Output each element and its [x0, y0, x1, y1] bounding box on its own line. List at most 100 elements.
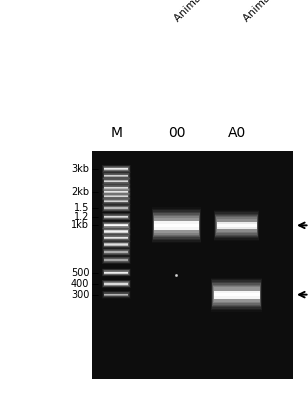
Bar [104, 250, 129, 254]
Bar [103, 166, 130, 172]
Bar [103, 270, 130, 276]
Bar [103, 198, 130, 205]
Bar [103, 281, 130, 287]
Bar [102, 172, 131, 179]
Bar [104, 168, 128, 170]
Bar [104, 179, 129, 184]
Bar [103, 205, 130, 211]
Bar [103, 235, 130, 241]
Bar [104, 281, 129, 287]
Bar [104, 270, 129, 275]
Bar [104, 179, 129, 184]
Bar [103, 193, 130, 199]
Bar [104, 181, 128, 182]
Bar [102, 197, 131, 205]
Bar [104, 224, 128, 226]
Bar [102, 280, 131, 288]
Bar [104, 293, 128, 295]
Bar [214, 211, 259, 240]
Bar [103, 193, 130, 199]
Bar [103, 241, 130, 248]
Bar [103, 229, 130, 234]
Bar [104, 215, 128, 219]
Bar [104, 173, 129, 178]
Bar [103, 204, 130, 212]
Bar [103, 193, 130, 200]
Bar [102, 177, 131, 185]
Bar [104, 189, 129, 194]
Text: Animal 2 (A): Animal 2 (A) [242, 0, 294, 23]
Bar [104, 293, 129, 297]
Bar [102, 268, 131, 277]
Bar [103, 178, 130, 185]
Bar [104, 235, 129, 240]
Text: 500: 500 [71, 267, 89, 278]
Bar [103, 249, 130, 255]
Bar [213, 287, 260, 302]
Bar [212, 282, 261, 307]
Bar [103, 256, 130, 264]
Bar [104, 214, 129, 219]
Bar [104, 270, 129, 275]
Bar [215, 212, 258, 239]
Bar [104, 199, 128, 203]
Bar [104, 243, 128, 246]
Bar [102, 221, 131, 230]
Bar [103, 292, 130, 298]
Bar [104, 236, 128, 239]
Bar [103, 188, 130, 195]
Bar [104, 294, 128, 295]
Bar [103, 214, 130, 220]
Bar [102, 280, 131, 288]
Bar [102, 192, 131, 200]
Bar [103, 249, 130, 255]
Bar [103, 173, 130, 179]
Bar [102, 204, 131, 212]
Text: Animal 1 (0): Animal 1 (0) [172, 0, 225, 23]
Bar [104, 190, 128, 193]
Bar [104, 271, 128, 274]
Bar [211, 278, 262, 312]
Bar [104, 229, 129, 234]
Bar [104, 206, 129, 210]
Bar [103, 178, 130, 184]
Bar [104, 167, 128, 171]
Bar [103, 291, 130, 298]
Text: 300: 300 [71, 290, 89, 300]
Bar [103, 228, 130, 235]
Bar [215, 215, 258, 236]
Bar [216, 217, 257, 233]
Bar [104, 237, 128, 238]
Bar [104, 243, 128, 245]
Bar [103, 184, 130, 191]
Bar [102, 204, 131, 212]
Bar [104, 194, 129, 199]
Bar [102, 197, 131, 206]
Bar [104, 225, 128, 226]
Bar [103, 280, 130, 287]
Bar [102, 256, 131, 264]
Bar [104, 250, 128, 254]
Bar [102, 291, 131, 299]
Bar [104, 282, 129, 286]
Bar [211, 279, 262, 310]
Bar [102, 165, 131, 173]
Bar [217, 224, 257, 227]
Bar [104, 168, 128, 169]
Bar [103, 185, 130, 190]
Bar [154, 216, 199, 234]
Bar [104, 175, 128, 177]
Bar [104, 190, 128, 193]
Bar [102, 248, 131, 256]
Bar [104, 271, 128, 274]
Bar [104, 223, 129, 228]
Bar [104, 194, 129, 198]
Bar [103, 257, 130, 263]
Bar [103, 188, 130, 195]
Bar [153, 213, 200, 237]
Bar [104, 185, 129, 190]
Bar [152, 210, 201, 240]
Bar [104, 191, 128, 192]
Bar [104, 223, 129, 228]
Bar [102, 291, 131, 298]
